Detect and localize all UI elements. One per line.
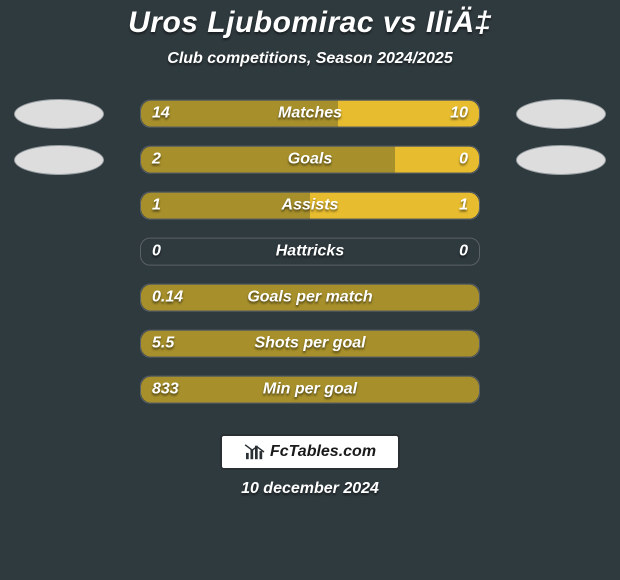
stat-bar-track	[140, 100, 480, 128]
stat-row: Matches1410	[0, 94, 620, 140]
right-player-avatar	[516, 145, 606, 175]
stat-bar-track	[140, 330, 480, 358]
stat-row: Min per goal833	[0, 370, 620, 416]
stat-bar-right	[338, 101, 479, 127]
stat-bar-track	[140, 284, 480, 312]
page-subtitle: Club competitions, Season 2024/2025	[0, 50, 620, 68]
stat-bar-left	[141, 285, 479, 311]
stat-bar-left	[141, 101, 338, 127]
stat-bar-track	[140, 192, 480, 220]
stat-bar-right	[310, 193, 479, 219]
stat-row: Goals20	[0, 140, 620, 186]
logo-text: FcTables.com	[270, 443, 376, 461]
stat-row: Shots per goal5.5	[0, 324, 620, 370]
page-title: Uros Ljubomirac vs IliÄ‡	[0, 6, 620, 40]
stat-bar-track	[140, 238, 480, 266]
bar-chart-icon	[244, 443, 266, 461]
stat-bar-track	[140, 146, 480, 174]
stat-bar-left	[141, 377, 479, 403]
fctables-logo: FcTables.com	[220, 434, 400, 470]
stat-row: Hattricks00	[0, 232, 620, 278]
left-player-avatar	[14, 145, 104, 175]
left-player-avatar	[14, 99, 104, 129]
stat-row: Assists11	[0, 186, 620, 232]
stat-bar-track	[140, 376, 480, 404]
stat-bar-left	[141, 193, 310, 219]
stat-bar-right	[395, 147, 480, 173]
date-text: 10 december 2024	[0, 480, 620, 498]
right-player-avatar	[516, 99, 606, 129]
stat-rows-container: Matches1410Goals20Assists11Hattricks00Go…	[0, 94, 620, 416]
stat-row: Goals per match0.14	[0, 278, 620, 324]
comparison-infographic: Uros Ljubomirac vs IliÄ‡ Club competitio…	[0, 0, 620, 580]
stat-bar-left	[141, 331, 479, 357]
stat-bar-left	[141, 147, 395, 173]
